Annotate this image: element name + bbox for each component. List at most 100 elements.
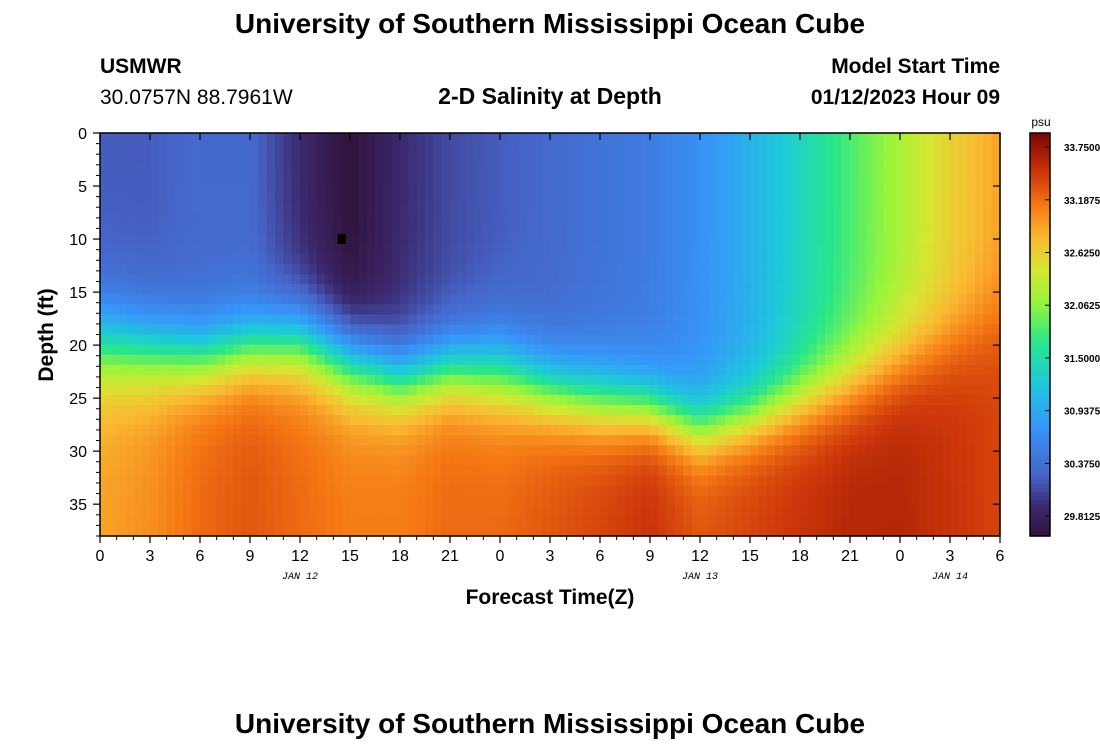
heatmap-cell xyxy=(800,525,809,537)
heatmap-cell xyxy=(983,344,993,356)
heatmap-cell xyxy=(150,263,159,275)
heatmap-cell xyxy=(341,243,351,255)
heatmap-cell xyxy=(525,354,534,366)
heatmap-cell xyxy=(241,525,251,537)
heatmap-cell xyxy=(850,233,859,245)
heatmap-cell xyxy=(550,193,559,205)
heatmap-cell xyxy=(908,475,918,487)
heatmap-cell xyxy=(591,354,601,366)
heatmap-cell xyxy=(450,374,459,386)
heatmap-cell xyxy=(175,475,184,487)
heatmap-cell xyxy=(900,243,909,255)
heatmap-cell xyxy=(533,294,543,305)
heatmap-cell xyxy=(725,143,734,154)
heatmap-cell xyxy=(941,505,951,517)
heatmap-cell xyxy=(325,485,334,497)
heatmap-cell xyxy=(583,183,593,195)
heatmap-cell xyxy=(491,193,501,205)
heatmap-cell xyxy=(533,384,543,396)
heatmap-cell xyxy=(708,304,718,315)
heatmap-cell xyxy=(391,495,401,507)
heatmap-cell xyxy=(725,173,734,184)
heatmap-cell xyxy=(666,525,676,537)
heatmap-cell xyxy=(308,284,318,295)
heatmap-cell xyxy=(533,213,543,225)
heatmap-cell xyxy=(241,173,251,184)
heatmap-cell xyxy=(691,334,701,346)
heatmap-cell xyxy=(866,324,876,336)
heatmap-cell xyxy=(925,324,934,336)
heatmap-cell xyxy=(933,213,943,225)
heatmap-cell xyxy=(716,163,726,174)
heatmap-cell xyxy=(958,173,968,184)
heatmap-cell xyxy=(925,213,934,225)
heatmap-cell xyxy=(158,374,168,386)
heatmap-cell xyxy=(225,435,234,446)
heatmap-cell xyxy=(608,394,618,406)
heatmap-cell xyxy=(758,445,768,456)
heatmap-cell xyxy=(608,314,618,326)
heatmap-cell xyxy=(758,233,768,245)
heatmap-cell xyxy=(241,344,251,356)
heatmap-cell xyxy=(608,415,618,426)
heatmap-cell xyxy=(366,173,376,184)
heatmap-cell xyxy=(641,153,651,164)
heatmap-cell xyxy=(700,163,709,174)
heatmap-cell xyxy=(358,465,368,477)
heatmap-cell xyxy=(800,284,809,295)
heatmap-cell xyxy=(191,334,201,346)
heatmap-cell xyxy=(725,274,734,285)
heatmap-cell xyxy=(566,334,576,346)
heatmap-cell xyxy=(741,344,751,356)
heatmap-cell xyxy=(291,354,301,366)
heatmap-cell xyxy=(675,445,684,456)
heatmap-cell xyxy=(291,475,301,487)
heatmap-cell xyxy=(708,425,718,436)
heatmap-cell xyxy=(883,284,893,295)
heatmap-cell xyxy=(725,183,734,195)
heatmap-cell xyxy=(225,173,234,184)
heatmap-cell xyxy=(166,173,176,184)
heatmap-cell xyxy=(491,344,501,356)
heatmap-cell xyxy=(733,223,743,235)
heatmap-cell xyxy=(558,143,568,154)
heatmap-cell xyxy=(583,405,593,416)
heatmap-cell xyxy=(750,143,759,154)
heatmap-cell xyxy=(250,294,259,305)
heatmap-cell xyxy=(691,203,701,215)
heatmap-cell xyxy=(350,284,359,295)
heatmap-cell xyxy=(833,143,843,154)
heatmap-cell xyxy=(200,213,209,225)
heatmap-cell xyxy=(983,405,993,416)
heatmap-cell xyxy=(783,475,793,487)
heatmap-cell xyxy=(233,274,243,285)
heatmap-cell xyxy=(833,344,843,356)
heatmap-cell xyxy=(925,274,934,285)
heatmap-cell xyxy=(825,133,834,144)
heatmap-cell xyxy=(216,465,226,477)
heatmap-cell xyxy=(966,374,976,386)
heatmap-cell xyxy=(408,394,418,406)
heatmap-cell xyxy=(808,183,818,195)
heatmap-cell xyxy=(725,163,734,174)
heatmap-cell xyxy=(708,394,718,406)
heatmap-cell xyxy=(658,425,668,436)
heatmap-cell xyxy=(150,505,159,517)
heatmap-cell xyxy=(216,415,226,426)
heatmap-cell xyxy=(641,354,651,366)
heatmap-cell xyxy=(833,173,843,184)
heatmap-cell xyxy=(925,133,934,144)
heatmap-cell xyxy=(666,133,676,144)
heatmap-cell xyxy=(100,405,109,416)
heatmap-cell xyxy=(950,233,959,245)
heatmap-cell xyxy=(725,384,734,396)
heatmap-cell xyxy=(475,143,484,154)
heatmap-cell xyxy=(508,183,518,195)
heatmap-cell xyxy=(841,263,851,275)
heatmap-cell xyxy=(783,394,793,406)
heatmap-cell xyxy=(300,344,309,356)
heatmap-cell xyxy=(925,163,934,174)
heatmap-cell xyxy=(833,183,843,195)
heatmap-cell xyxy=(991,183,1001,195)
heatmap-cell xyxy=(616,243,626,255)
